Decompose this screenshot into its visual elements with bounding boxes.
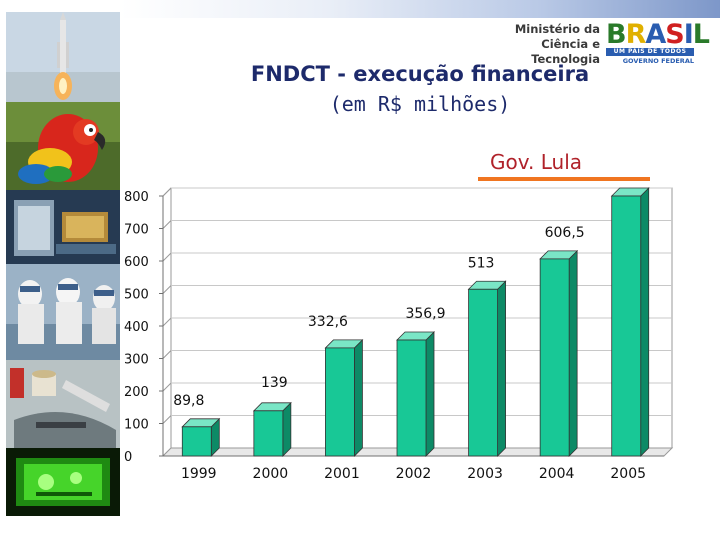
bar-side — [568, 249, 578, 457]
header-logos: Ministério da Ciência e Tecnologia BRASI… — [478, 19, 714, 67]
brasil-logo: BRASIL — [606, 19, 710, 50]
brasil-letter: S — [665, 19, 684, 50]
side-wall-top — [162, 187, 172, 197]
ministry-logo: Ministério da Ciência e Tecnologia — [478, 22, 600, 67]
bar — [253, 410, 284, 457]
bar — [181, 426, 212, 457]
x-tick-label: 2005 — [610, 466, 646, 482]
brasil-letter: B — [606, 19, 627, 50]
gridline-depth — [162, 285, 172, 294]
y-tick-label: 200 — [124, 385, 149, 400]
x-tick-label: 2003 — [467, 466, 503, 482]
gridline-depth — [162, 415, 172, 424]
bar — [539, 258, 570, 457]
y-tick-label: 300 — [124, 353, 149, 368]
bar-side — [282, 401, 292, 457]
gridline-depth — [162, 252, 172, 262]
bar-side — [354, 338, 363, 457]
y-tick-label: 400 — [124, 320, 149, 335]
gov-lula-annotation: Gov. Lula — [490, 150, 583, 174]
data-label: 513 — [468, 255, 495, 271]
bar — [611, 195, 642, 457]
rocket-launch-image — [6, 12, 120, 102]
gov-lula-period-line — [478, 177, 650, 181]
x-tick-label: 2002 — [396, 466, 432, 482]
data-label: 606,5 — [545, 225, 585, 241]
data-label: 89,8 — [173, 393, 204, 409]
x-tick-label: 2004 — [539, 466, 575, 482]
lab-pipetting-image — [6, 360, 120, 448]
bar — [396, 339, 427, 457]
bar-chart: 0 100 200 300 400 500 600 700 800 1999 2000 2001 200… — [124, 187, 674, 482]
chart-title: FNDCT - execução financeira — [250, 62, 590, 86]
green-laser-image — [6, 448, 120, 516]
bar-side — [497, 280, 506, 457]
y-tick-label: 100 — [124, 418, 149, 433]
y-tick-label: 800 — [124, 190, 149, 205]
government-label: GOVERNO FEDERAL — [622, 57, 694, 65]
y-tick-label: 700 — [124, 223, 149, 238]
bar-side — [425, 331, 435, 457]
x-tick-label: 1999 — [181, 466, 217, 482]
bar — [325, 347, 355, 457]
data-label: 332,6 — [308, 314, 348, 330]
gridline-depth — [162, 350, 172, 359]
x-tick-label: 2000 — [253, 466, 289, 482]
brasil-letter: R — [625, 19, 647, 50]
brasil-letter: A — [645, 19, 666, 50]
brasil-tagline: UM PAÍS DE TODOS — [606, 48, 694, 56]
x-tick-label: 2001 — [324, 466, 360, 482]
data-label: 139 — [261, 375, 288, 391]
top-gradient-banner — [120, 0, 720, 18]
laboratory-workers-image — [6, 264, 120, 360]
space-lab-image — [6, 190, 120, 264]
ministry-line-2: Ciência e Tecnologia — [531, 37, 600, 66]
y-tick-label: 500 — [124, 288, 149, 303]
ministry-line-1: Ministério da — [514, 22, 600, 36]
brasil-letter: L — [692, 19, 710, 50]
brasil-letter: I — [683, 19, 694, 50]
chart-subtitle: (em R$ milhões) — [329, 92, 511, 116]
data-label: 356,9 — [405, 306, 445, 322]
bar-side — [640, 187, 650, 457]
gridline-depth — [162, 382, 172, 392]
macaw-image — [6, 102, 120, 190]
bar — [468, 288, 498, 457]
gridline-depth — [162, 220, 172, 229]
photo-strip — [6, 12, 120, 516]
y-tick-label: 0 — [124, 450, 132, 465]
y-tick-label: 600 — [124, 255, 149, 270]
gridline-depth — [162, 317, 172, 327]
